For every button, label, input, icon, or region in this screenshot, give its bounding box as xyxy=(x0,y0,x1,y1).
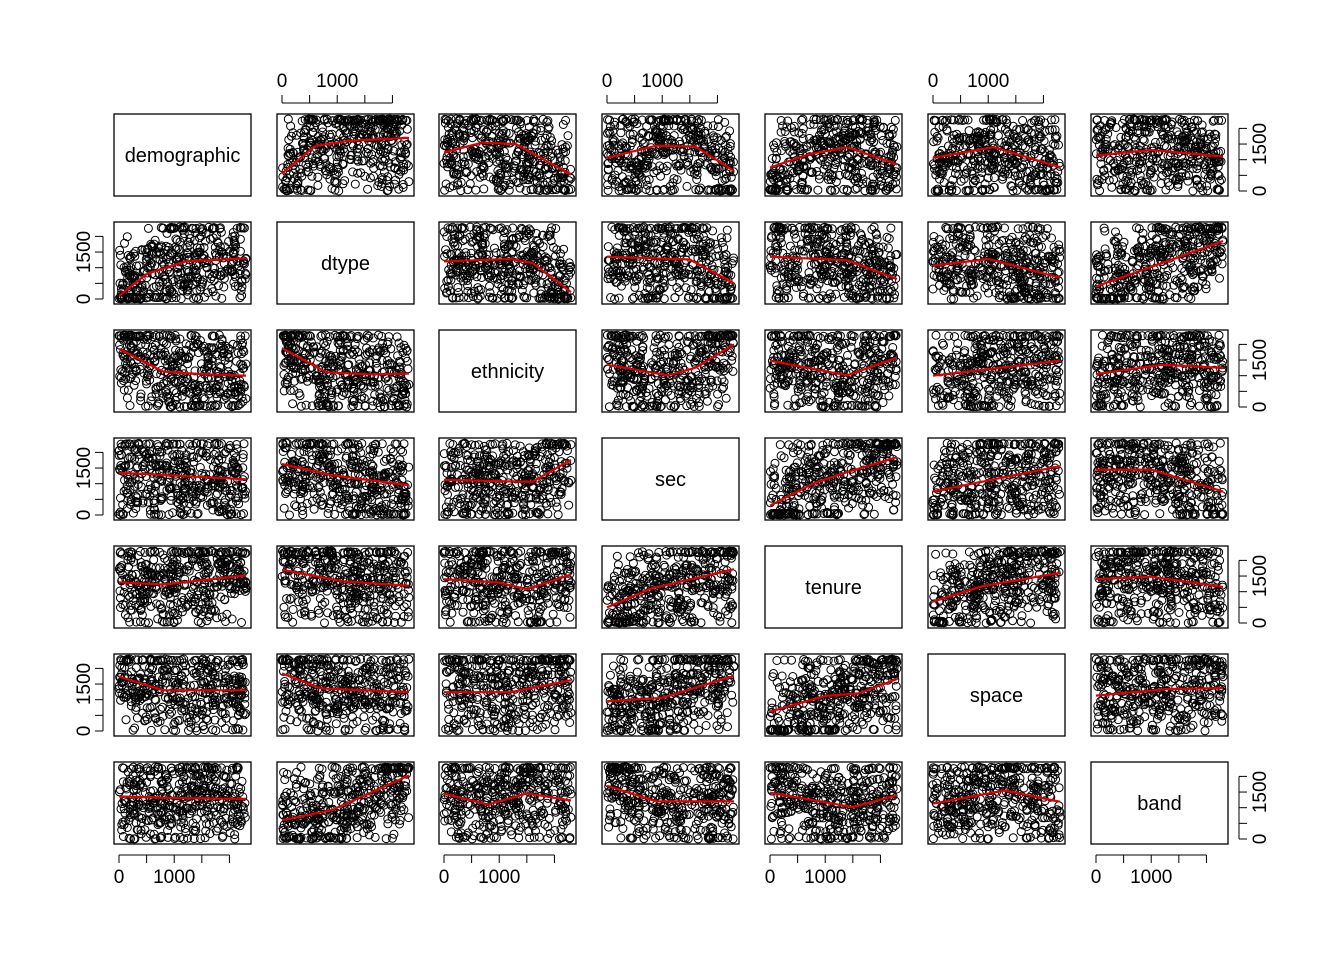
data-point xyxy=(205,234,215,244)
data-point xyxy=(346,150,356,160)
data-point xyxy=(283,150,293,160)
data-point xyxy=(442,232,452,241)
panel-demographic-vs-sec xyxy=(601,113,740,197)
data-point xyxy=(883,243,893,253)
panel-dtype-vs-demographic xyxy=(113,221,252,305)
data-point xyxy=(283,114,293,124)
data-point xyxy=(1013,224,1023,234)
data-point xyxy=(1215,273,1224,283)
data-point xyxy=(1008,121,1018,131)
data-point xyxy=(297,116,307,126)
data-point xyxy=(616,128,626,138)
data-point xyxy=(313,172,323,182)
panel-dtype-vs-ethnicity xyxy=(438,221,577,305)
data-point xyxy=(394,184,404,194)
data-point xyxy=(353,168,363,178)
data-point xyxy=(1198,276,1208,286)
data-point xyxy=(798,124,808,134)
data-point xyxy=(334,186,344,196)
panel-demographic-vs-ethnicity xyxy=(438,113,577,197)
data-point xyxy=(288,148,298,158)
panel-demographic-vs-tenure xyxy=(764,113,903,197)
data-point xyxy=(357,129,367,139)
data-point xyxy=(1188,186,1198,196)
data-point xyxy=(120,238,129,248)
data-point xyxy=(404,177,414,187)
data-point xyxy=(398,182,408,192)
data-point xyxy=(629,292,639,302)
data-point xyxy=(143,223,153,233)
data-point xyxy=(334,151,344,161)
data-point xyxy=(670,293,680,303)
data-point xyxy=(1018,224,1028,234)
panel-demographic-vs-band xyxy=(1090,113,1229,197)
panel-demographic-vs-dtype xyxy=(276,113,415,197)
data-point xyxy=(886,223,896,233)
data-point xyxy=(710,239,720,249)
data-point xyxy=(876,131,886,141)
data-point xyxy=(235,293,245,303)
panel-dtype-vs-tenure xyxy=(764,221,903,305)
panel-demographic-vs-space xyxy=(927,113,1066,197)
data-point xyxy=(681,283,691,293)
data-point xyxy=(722,233,732,243)
data-point xyxy=(322,170,332,180)
data-point xyxy=(350,179,360,189)
data-point xyxy=(313,180,323,190)
data-point xyxy=(340,126,350,136)
data-point xyxy=(390,157,400,167)
data-point xyxy=(338,179,348,189)
data-point xyxy=(888,124,898,134)
panel-dtype-vs-band xyxy=(1090,221,1229,305)
data-point xyxy=(403,161,413,171)
data-point xyxy=(965,224,974,234)
data-point xyxy=(395,147,405,157)
data-point xyxy=(149,282,159,292)
data-point xyxy=(1107,182,1117,192)
data-point xyxy=(339,122,349,132)
data-point xyxy=(331,119,341,129)
variable-label-dtype: dtype xyxy=(321,253,370,275)
data-point xyxy=(1116,132,1126,142)
data-point xyxy=(219,282,229,292)
panel-dtype-vs-space xyxy=(927,221,1066,305)
data-point xyxy=(115,245,125,255)
data-point xyxy=(722,225,732,235)
data-point xyxy=(401,159,411,169)
data-point xyxy=(303,185,313,195)
data-point xyxy=(989,182,999,192)
data-point xyxy=(459,292,469,302)
data-point xyxy=(1018,116,1028,125)
data-point xyxy=(993,131,1003,141)
data-point xyxy=(402,124,412,134)
diagonal-frame-demographic xyxy=(113,113,252,197)
data-point xyxy=(884,234,894,243)
data-point xyxy=(719,243,729,253)
data-point xyxy=(533,269,543,279)
data-point xyxy=(363,149,373,158)
data-point xyxy=(490,243,499,253)
data-point xyxy=(890,115,900,125)
data-point xyxy=(1023,222,1033,232)
panel-dtype-vs-dtype: dtype xyxy=(276,221,415,305)
data-point xyxy=(1183,292,1193,302)
variable-label-demographic: demographic xyxy=(125,145,241,167)
panel-demographic-vs-demographic: demographic xyxy=(113,113,252,197)
data-point xyxy=(889,281,899,291)
data-point xyxy=(345,154,355,164)
data-point xyxy=(508,223,518,233)
data-point xyxy=(353,156,363,166)
panel-dtype-vs-sec xyxy=(601,221,740,305)
data-point xyxy=(295,165,305,174)
data-point xyxy=(989,173,999,183)
data-point xyxy=(563,131,573,141)
data-point xyxy=(363,184,373,194)
data-point xyxy=(682,181,692,191)
data-point xyxy=(813,185,823,195)
data-point xyxy=(603,186,613,195)
data-point xyxy=(348,167,358,177)
data-point xyxy=(479,184,489,194)
